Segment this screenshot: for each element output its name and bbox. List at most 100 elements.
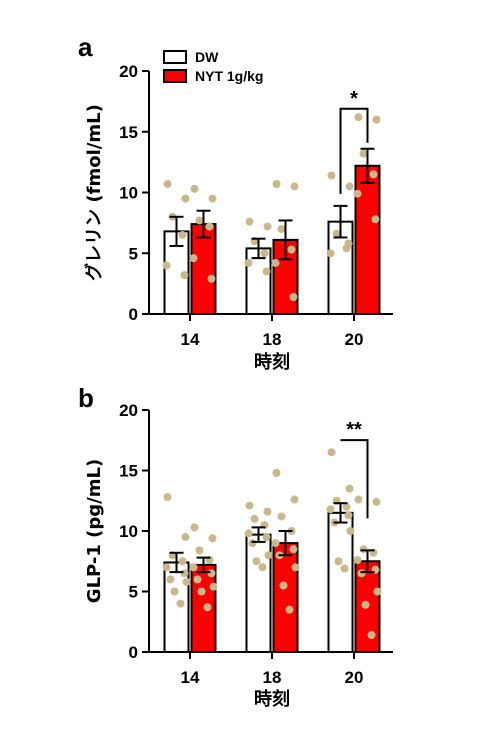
data-point xyxy=(357,569,366,578)
data-point xyxy=(279,581,288,590)
data-point xyxy=(345,182,354,191)
x-tick-label: 18 xyxy=(263,668,282,687)
data-point xyxy=(359,149,368,158)
data-point xyxy=(345,484,354,493)
legend-label-dw: DW xyxy=(195,49,219,65)
legend-swatch-dw xyxy=(163,50,187,64)
data-point xyxy=(263,507,272,516)
data-point xyxy=(326,505,335,514)
data-point xyxy=(181,194,190,203)
data-point xyxy=(244,529,253,538)
data-point xyxy=(340,564,349,573)
data-point xyxy=(272,179,281,188)
x-tick-label: 18 xyxy=(263,330,282,349)
y-tick-label: 0 xyxy=(129,305,138,324)
y-tick-label: 5 xyxy=(129,583,138,602)
significance-bracket xyxy=(339,107,369,194)
data-point xyxy=(190,184,199,193)
data-point xyxy=(332,229,341,238)
data-point xyxy=(369,170,378,179)
data-point xyxy=(372,497,381,506)
bar xyxy=(354,164,381,315)
bar xyxy=(190,223,217,315)
data-point xyxy=(209,582,218,591)
data-point xyxy=(359,545,368,554)
y-tick-label: 5 xyxy=(129,244,138,263)
data-point xyxy=(163,179,172,188)
legend-swatch-nyt xyxy=(163,69,187,83)
y-tick-label: 10 xyxy=(119,522,138,541)
data-point xyxy=(162,563,171,572)
data-point xyxy=(344,239,353,248)
data-point xyxy=(203,603,212,612)
data-point xyxy=(252,557,261,566)
data-point xyxy=(258,563,267,572)
data-point xyxy=(326,249,335,258)
data-point xyxy=(244,258,253,267)
significance-marker: * xyxy=(350,88,358,110)
panel-letter: b xyxy=(78,383,94,413)
data-point xyxy=(180,271,189,280)
data-point xyxy=(245,501,254,510)
data-point xyxy=(290,495,299,504)
legend-label-nyt: NYT 1g/kg xyxy=(195,68,263,84)
data-point xyxy=(271,539,280,548)
data-point xyxy=(207,569,216,578)
data-point xyxy=(373,587,382,596)
data-point xyxy=(181,533,190,542)
data-point xyxy=(182,577,191,586)
x-tick-label: 14 xyxy=(181,668,200,687)
significance-marker: ** xyxy=(346,419,362,441)
data-point xyxy=(354,495,363,504)
data-point xyxy=(262,267,271,276)
data-point xyxy=(263,222,272,231)
data-point xyxy=(327,171,336,180)
data-point xyxy=(248,539,257,548)
x-tick-label: 20 xyxy=(345,330,364,349)
data-point xyxy=(189,563,198,572)
x-tick-label: 14 xyxy=(181,330,200,349)
y-tick-label: 15 xyxy=(119,462,138,481)
data-point xyxy=(361,600,370,609)
y-tick-label: 20 xyxy=(119,62,138,81)
data-point xyxy=(180,569,189,578)
data-point xyxy=(197,587,206,596)
bar xyxy=(245,533,272,654)
data-point xyxy=(342,502,351,511)
y-tick-label: 20 xyxy=(119,401,138,420)
data-point xyxy=(193,575,202,584)
data-point xyxy=(346,527,355,535)
data-point xyxy=(291,563,300,572)
data-point xyxy=(353,556,362,565)
y-tick-label: 15 xyxy=(119,123,138,142)
data-point xyxy=(162,261,171,270)
data-point xyxy=(367,631,376,640)
data-point xyxy=(178,231,187,240)
x-tick-label: 20 xyxy=(345,668,364,687)
data-point xyxy=(260,249,269,258)
data-point xyxy=(189,254,198,263)
data-point xyxy=(334,557,343,566)
data-point xyxy=(208,534,217,543)
data-point xyxy=(208,194,217,203)
data-point xyxy=(272,468,281,477)
data-point xyxy=(250,514,259,523)
x-axis-title: 時刻 xyxy=(254,688,290,710)
significance-bracket xyxy=(340,439,369,519)
data-point xyxy=(354,113,363,122)
data-point xyxy=(277,224,286,233)
y-tick-label: 0 xyxy=(129,643,138,662)
data-point xyxy=(176,599,185,608)
bar xyxy=(272,542,299,653)
data-point xyxy=(289,292,298,301)
data-point xyxy=(371,215,380,224)
data-point xyxy=(166,575,175,584)
data-point xyxy=(277,512,286,521)
data-point xyxy=(178,557,187,566)
data-point xyxy=(344,511,353,520)
data-point xyxy=(190,523,199,532)
data-point xyxy=(289,545,298,554)
data-point xyxy=(163,493,172,502)
data-point xyxy=(205,222,214,231)
data-point xyxy=(353,189,362,198)
